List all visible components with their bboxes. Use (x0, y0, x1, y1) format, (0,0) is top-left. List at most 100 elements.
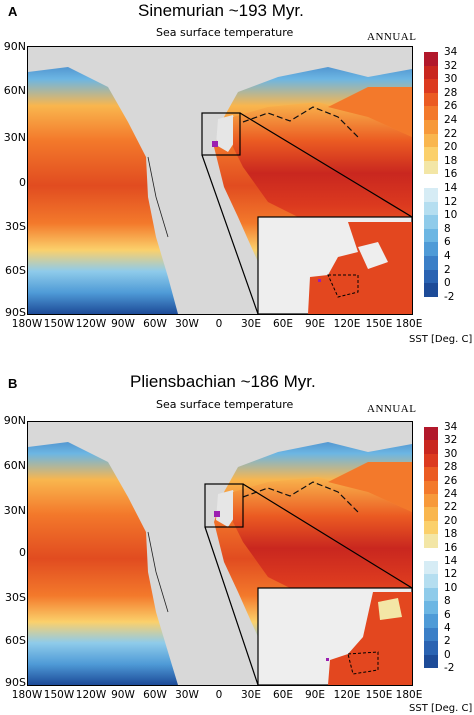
colorbar-tick: 24 (444, 488, 458, 500)
colorbar-segment (424, 92, 438, 107)
colorbar-segment (424, 215, 438, 229)
colorbar-segment (424, 201, 438, 216)
colorbar-segment (424, 614, 438, 628)
colorbar-segment (424, 133, 438, 148)
lat-label-90n: 90N (3, 414, 26, 427)
colorbar-segment (424, 534, 438, 548)
lon-label: 0 (215, 689, 223, 701)
colorbar-segment (424, 440, 438, 454)
sst-map (27, 421, 413, 686)
colorbar-segment (424, 160, 438, 175)
colorbar-segment (424, 547, 438, 561)
colorbar-tick: 18 (444, 528, 458, 541)
colorbar-tick: 6 (444, 608, 451, 621)
lat-label-60n: 60N (3, 459, 26, 472)
colorbar-tick: 28 (444, 461, 458, 474)
colorbar-tick: 22 (444, 127, 458, 140)
colorbar (424, 52, 438, 297)
colorbar-segment (424, 255, 438, 270)
lon-label: 180W (11, 689, 43, 701)
lon-label: 60E (273, 689, 293, 701)
lat-label-60n: 60N (3, 84, 26, 97)
colorbar-segment (424, 601, 438, 615)
lon-label: 120E (333, 318, 361, 330)
sst-map (27, 46, 413, 315)
lat-label-0: 0 (19, 546, 26, 559)
colorbar-segment (424, 65, 438, 80)
lon-label: 150E (365, 318, 393, 330)
colorbar-segment (424, 427, 438, 441)
colorbar-segment (424, 641, 438, 655)
lat-label-90s: 90S (5, 306, 26, 319)
colorbar-tick: 34 (444, 421, 458, 433)
colorbar-tick: -2 (444, 290, 455, 303)
colorbar-tick: 34 (444, 46, 458, 58)
panel-title: Pliensbachian ~186 Myr. (130, 372, 316, 391)
colorbar-segment (424, 187, 438, 202)
lon-label: 90W (111, 689, 135, 701)
colorbar-tick: 16 (444, 168, 458, 181)
lon-label: 150W (43, 318, 75, 330)
colorbar-tick: 0 (444, 648, 451, 661)
lon-label: 180W (11, 318, 43, 330)
colorbar-tick: 6 (444, 236, 451, 249)
lon-label: 180E (395, 318, 423, 330)
lon-label: 60E (273, 318, 293, 330)
colorbar-tick: 24 (444, 114, 458, 126)
lon-label: 90E (305, 318, 325, 330)
colorbar-segment (424, 79, 438, 93)
colorbar-segment (424, 493, 438, 508)
colorbar-tick: 28 (444, 86, 458, 99)
lat-label-30n: 30N (3, 131, 26, 144)
annual-label: ANNUAL (367, 31, 417, 43)
lat-label-90n: 90N (3, 40, 26, 53)
colorbar-tick: 8 (444, 595, 451, 608)
panel-letter: B (8, 376, 18, 391)
panel-b: B Pliensbachian ~186 Myr. Sea surface te… (0, 360, 474, 715)
colorbar-tick: 4 (444, 250, 451, 262)
colorbar-segment (424, 480, 438, 494)
colorbar-segment (424, 228, 438, 243)
colorbar-tick: 32 (444, 434, 458, 447)
colorbar-tick: 12 (444, 195, 458, 208)
colorbar-tick: 22 (444, 501, 458, 514)
lon-label: 120E (333, 689, 361, 701)
colorbar-tick: 10 (444, 209, 458, 222)
lat-label-60s: 60S (5, 264, 26, 277)
colorbar-segment (424, 587, 438, 602)
lon-label: 150W (43, 689, 75, 701)
colorbar-tick: 4 (444, 622, 451, 634)
lon-label: 150E (365, 689, 393, 701)
colorbar-segment (424, 453, 438, 468)
lon-label: 90W (111, 318, 135, 330)
lon-label: 180E (395, 689, 423, 701)
colorbar-segment (424, 52, 438, 66)
panel-subtitle: Sea surface temperature (156, 398, 294, 411)
colorbar-segment (424, 627, 438, 642)
colorbar-segment (424, 574, 438, 588)
lon-label: 60W (143, 689, 167, 701)
colorbar-tick: 30 (444, 73, 458, 86)
sst-map-drawing (28, 47, 412, 314)
colorbar-tick: 20 (444, 141, 458, 154)
colorbar-tick: 18 (444, 154, 458, 167)
panel-title: Sinemurian ~193 Myr. (138, 1, 304, 20)
lat-label-60s: 60S (5, 634, 26, 647)
lon-label: 30W (175, 689, 199, 701)
lat-label-30s: 30S (5, 591, 26, 604)
colorbar-segment (424, 654, 438, 669)
lat-label-90s: 90S (5, 676, 26, 689)
lon-label: 30E (241, 689, 261, 701)
colorbar (424, 427, 438, 669)
colorbar-tick: 16 (444, 541, 458, 554)
colorbar-tick: 26 (444, 474, 458, 487)
colorbar-segment (424, 507, 438, 521)
lon-label: 0 (215, 318, 223, 330)
colorbar-tick: 2 (444, 635, 451, 648)
colorbar-tick: 30 (444, 447, 458, 460)
colorbar-tick: 12 (444, 568, 458, 581)
lat-label-30s: 30S (5, 220, 26, 233)
colorbar-tick: 10 (444, 581, 458, 594)
lon-label: 120W (75, 318, 107, 330)
sst-map-drawing (28, 422, 412, 685)
